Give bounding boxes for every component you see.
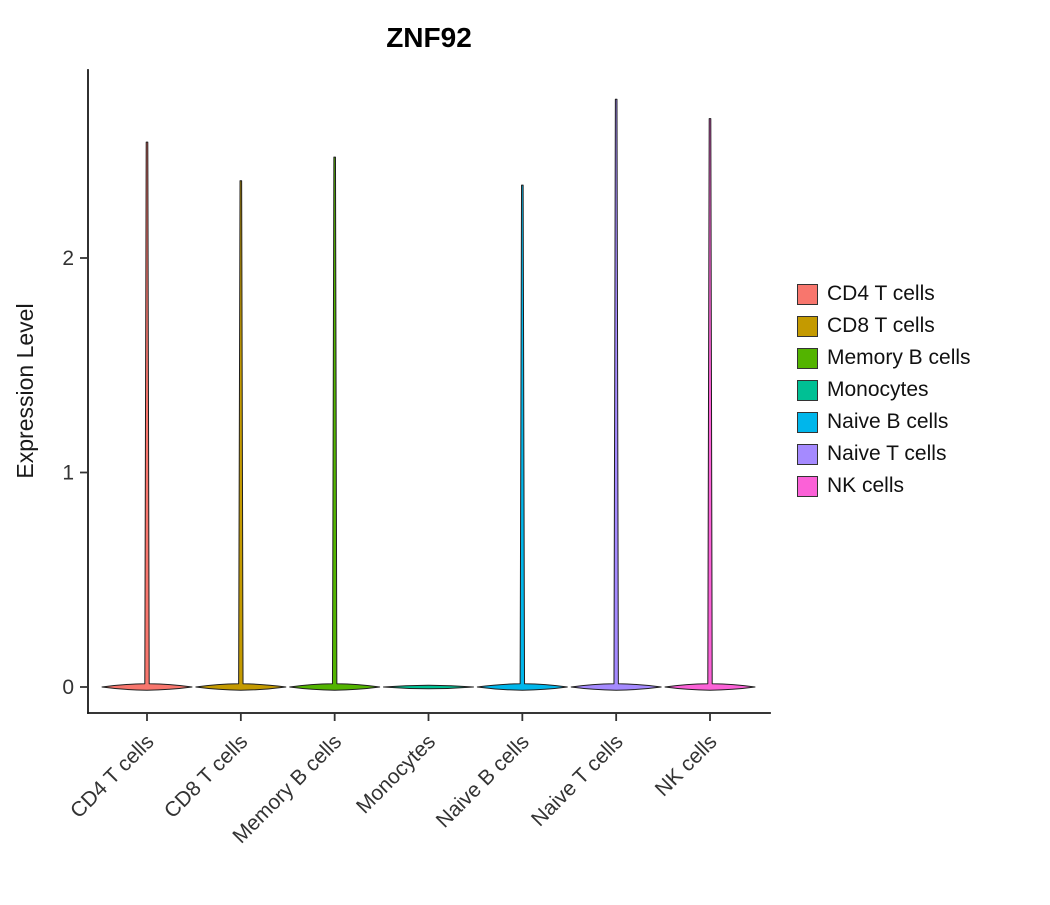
legend-item: Naive B cells <box>797 410 971 433</box>
y-axis-label: Expression Level <box>12 303 38 478</box>
violin-naive-t-cells <box>570 98 662 691</box>
legend-label: CD8 T cells <box>827 314 935 337</box>
legend-item: Monocytes <box>797 378 971 401</box>
violin-cd4-t-cells <box>101 141 193 691</box>
y-axis-ticks: 0 1 2 <box>62 247 88 699</box>
legend: CD4 T cells CD8 T cells Memory B cells Mono… <box>797 282 971 497</box>
legend-label: Monocytes <box>827 378 929 401</box>
violin-cd8-t-cells <box>195 180 287 691</box>
legend-label: Memory B cells <box>827 346 971 369</box>
y-tick-label: 0 <box>62 676 74 699</box>
y-tick-label: 2 <box>62 247 74 270</box>
x-tick-label: Monocytes <box>352 730 440 818</box>
legend-label: NK cells <box>827 474 905 497</box>
legend-label: CD4 T cells <box>827 282 935 305</box>
violin-monocytes <box>383 684 474 690</box>
legend-item: NK cells <box>797 474 971 497</box>
legend-label: Naive B cells <box>827 410 949 433</box>
x-tick-label: Naive B cells <box>432 730 534 832</box>
chart-title: ZNF92 <box>386 22 472 53</box>
legend-item: Memory B cells <box>797 346 971 369</box>
legend-item: Naive T cells <box>797 442 971 465</box>
violin-nk-cells <box>664 118 756 691</box>
legend-swatch-icon <box>797 315 818 337</box>
legend-swatch-icon <box>797 475 818 497</box>
x-tick-label: CD4 T cells <box>66 730 158 822</box>
violin-series <box>101 98 756 691</box>
legend-swatch-icon <box>797 379 818 401</box>
x-tick-label: NK cells <box>651 730 722 801</box>
violin-naive-b-cells <box>476 184 568 691</box>
y-tick-label: 1 <box>62 462 74 485</box>
legend-item: CD4 T cells <box>797 282 971 305</box>
legend-label: Naive T cells <box>827 442 947 465</box>
x-tick-label: CD8 T cells <box>160 730 252 822</box>
violin-memory-b-cells <box>289 156 381 691</box>
axes <box>87 69 771 714</box>
legend-swatch-icon <box>797 283 818 305</box>
x-tick-label: Naive T cells <box>527 730 628 831</box>
legend-swatch-icon <box>797 443 818 465</box>
legend-item: CD8 T cells <box>797 314 971 337</box>
legend-swatch-icon <box>797 411 818 433</box>
legend-swatch-icon <box>797 347 818 369</box>
